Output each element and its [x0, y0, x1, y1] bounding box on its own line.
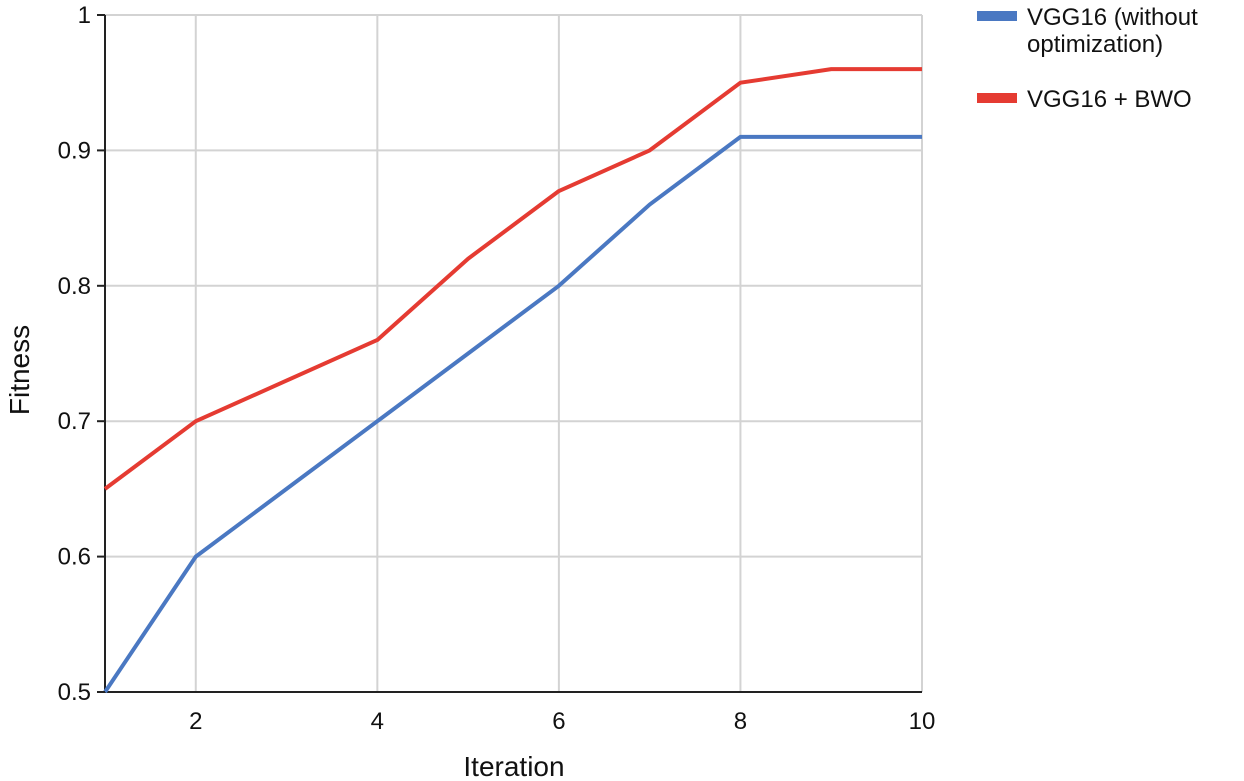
y-tick-label: 0.8: [58, 273, 91, 300]
series-line-1: [103, 134, 922, 694]
series-line-2: [103, 67, 922, 491]
legend: VGG16 (without optimization) VGG16 + BWO: [977, 4, 1198, 113]
y-tick-label: 0.7: [58, 408, 91, 435]
legend-swatch-1: [977, 11, 1017, 21]
x-tick-label: 4: [371, 708, 384, 735]
series-lines: [103, 67, 922, 694]
x-tick-label: 6: [552, 708, 565, 735]
y-tick-label: 0.6: [58, 544, 91, 571]
legend-swatch-2: [977, 93, 1017, 103]
x-tick-label: 2: [189, 708, 202, 735]
legend-label-1: VGG16 (without optimization): [1027, 4, 1198, 58]
x-tick-labels: 2 4 6 8 10: [189, 708, 935, 735]
x-tick-label: 10: [909, 708, 936, 735]
y-tick-label: 0.5: [58, 679, 91, 706]
y-axis-title: Fitness: [4, 325, 35, 415]
y-tick-label: 0.9: [58, 137, 91, 164]
legend-label-2: VGG16 + BWO: [1027, 86, 1192, 113]
x-tick-label: 8: [734, 708, 747, 735]
y-tick-labels: 0.5 0.6 0.7 0.8 0.9 1: [58, 2, 105, 706]
y-tick-label: 1: [78, 2, 91, 29]
x-axis-title: Iteration: [463, 751, 564, 781]
axes: [104, 15, 922, 693]
grid-lines: [105, 14, 923, 693]
